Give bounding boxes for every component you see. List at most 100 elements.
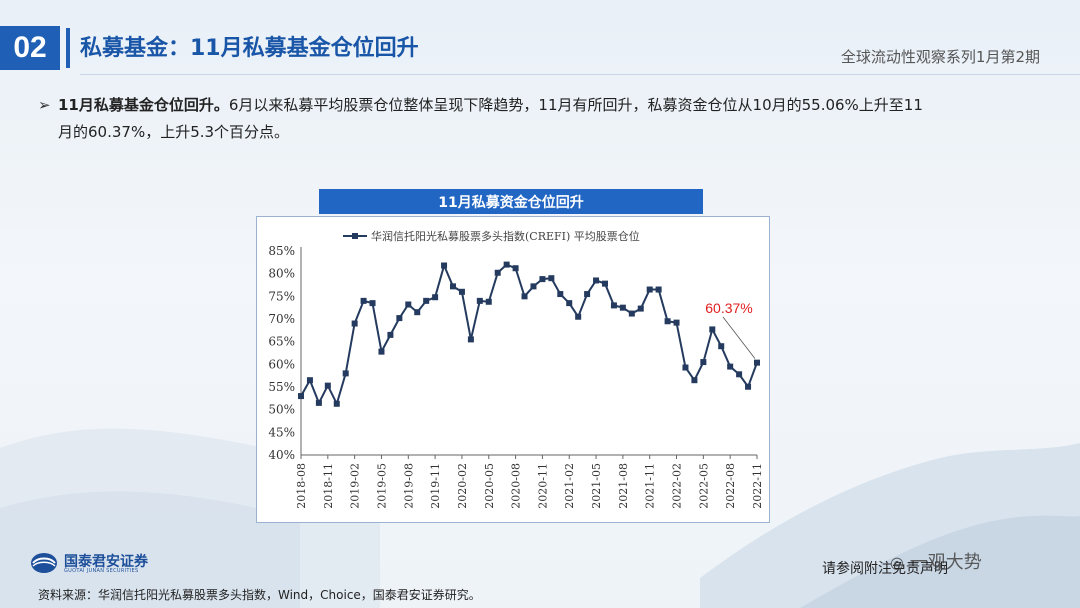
bullet-text-line2: 月的60.37%，上升5.3个百分点。 [58,123,290,141]
data-point [396,315,403,322]
watermark: ◎ 一观大势 [890,548,982,574]
data-point [628,310,635,317]
disclaimer-text: 请参阅附注免责声明 [822,561,948,577]
line-chart: 40% 45% 50% 55% 60% 65% 70% 75% 80% 85% 2018-08 201… [268,229,764,509]
data-point [450,283,456,290]
y-tick-label: 50% [268,403,295,417]
legend-label: 华润信托阳光私募股票多头指数(CREFI) 平均股票仓位 [371,229,640,243]
x-tick-label: 2020-11 [536,463,549,509]
x-tick-label: 2019-08 [402,463,415,509]
data-point [494,269,501,276]
x-tick-label: 2020-05 [483,463,496,509]
section-number-badge: 02 [0,26,60,70]
data-point [423,297,430,304]
data-point [414,309,421,316]
company-logo: 国泰君安证券 GUOTAI JUNAN SECURITIES [30,551,230,575]
wechat-icon: ◎ [890,553,904,572]
x-tick-label: 2019-05 [375,463,388,509]
data-point [691,377,698,384]
data-point [315,399,322,406]
chart-container: 40% 45% 50% 55% 60% 65% 70% 75% 80% 85% 2018-08 201… [256,216,770,523]
chart-title: 11月私募资金仓位回升 [319,189,703,214]
data-point [521,293,528,300]
data-point [593,277,600,284]
data-point [610,302,617,309]
data-point [342,370,349,377]
data-point [664,318,671,325]
data-point [575,313,582,320]
y-tick-label: 70% [268,312,295,326]
x-tick-label: 2022-08 [724,463,737,509]
y-tick-label: 85% [268,244,295,258]
x-tick-label: 2020-02 [456,463,469,509]
data-point [441,262,448,269]
data-point [333,400,340,407]
data-point [298,393,304,400]
y-tick-label: 40% [268,448,295,462]
x-tick-label: 2018-11 [322,463,335,509]
bullet-arrow-icon: ➢ [38,96,51,114]
data-point [700,359,707,366]
data-point [754,359,760,366]
data-point [306,377,313,384]
x-tick-label: 2020-08 [510,463,523,509]
y-tick-label: 75% [268,289,295,303]
x-tick-label: 2019-11 [429,463,442,509]
x-tick-label: 2022-11 [751,463,764,509]
source-note: 资料来源：华润信托阳光私募股票多头指数，Wind，Choice，国泰君安证券研究… [38,588,481,602]
bullet-bold-lead: 11月私募基金仓位回升。 [58,96,229,114]
page-title: 私募基金：11月私募基金仓位回升 [80,36,419,61]
data-point [539,276,546,283]
header-underline [80,74,1080,75]
y-tick-label: 80% [268,267,295,281]
data-point [727,363,734,370]
x-tick-label: 2019-02 [349,463,362,509]
data-point [745,383,752,390]
slide-header: 02 私募基金：11月私募基金仓位回升 全球流动性观察系列1月第2期 [0,20,1080,75]
data-point [476,297,483,304]
data-point [458,288,465,295]
series-line [300,262,758,407]
logo-text-en: GUOTAI JUNAN SECURITIES [64,568,139,574]
data-point [351,320,358,327]
data-point [378,348,385,355]
data-point [324,382,331,389]
y-tick-label: 55% [268,380,295,394]
x-tick-label: 2022-02 [671,463,684,509]
legend-marker-icon [352,233,358,239]
annotation-label: 60.37% [705,300,752,316]
data-point [655,286,662,293]
data-point [503,261,510,268]
data-point [566,300,573,307]
annotation-leader-line [722,316,756,359]
summary-bullet: ➢ 11月私募基金仓位回升。6月以来私募平均股票仓位整体呈现下降趋势，11月有所回… [38,92,1038,146]
x-tick-label: 2021-05 [590,463,603,509]
y-tick-label: 60% [268,357,295,371]
data-point [736,371,743,378]
data-point [530,283,537,290]
data-point [467,336,474,343]
data-point [369,300,376,307]
y-tick-label: 45% [268,425,295,439]
watermark-text: 一观大势 [909,552,982,573]
x-tick-label: 2021-11 [644,463,657,509]
data-point [673,319,680,326]
data-point [485,298,492,305]
y-tick-label: 65% [268,335,295,349]
data-point [646,286,653,293]
data-point [709,326,716,333]
data-point [718,343,725,350]
data-point [512,265,519,272]
data-point [619,304,626,311]
bullet-text-line1: 6月以来私募平均股票仓位整体呈现下降趋势，11月有所回升，私募资金仓位从10月的… [228,96,923,114]
x-tick-label: 2021-08 [617,463,630,509]
header-divider-bar [66,28,70,68]
data-point [584,291,591,298]
data-point [405,301,412,308]
data-point [602,280,608,287]
x-tick-label: 2021-02 [563,463,576,509]
logo-emblem-icon [31,553,57,573]
data-point [387,331,394,338]
data-point [432,294,439,301]
report-series-name: 全球流动性观察系列1月第2期 [840,48,1040,66]
